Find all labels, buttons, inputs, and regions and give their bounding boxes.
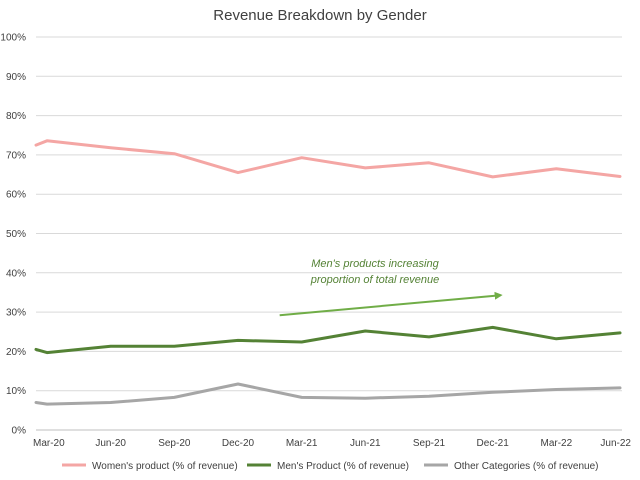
y-tick-label: 60%: [6, 190, 26, 201]
legend: Women's product (% of revenue) Men's Prod…: [62, 461, 599, 472]
series-lines: [34, 139, 622, 406]
x-tick-label: Jun-20: [95, 438, 126, 449]
legend-label-3: Other Categories (% of revenue): [454, 461, 599, 472]
x-tick-label: Dec-20: [222, 438, 255, 449]
annotation: Men's products increasing proportion of …: [279, 258, 503, 317]
x-tick-label: Jun-21: [350, 438, 381, 449]
y-tick-label: 10%: [6, 386, 26, 397]
y-tick-label: 100%: [0, 33, 26, 44]
y-tick-label: 0%: [12, 426, 27, 437]
y-tick-label: 20%: [6, 347, 26, 358]
chart-title: Revenue Breakdown by Gender: [213, 7, 426, 24]
gridlines: [36, 36, 622, 431]
series-line-1: [34, 139, 622, 179]
y-tick-label: 30%: [6, 308, 26, 319]
y-tick-label: 90%: [6, 72, 26, 83]
y-tick-label: 80%: [6, 111, 26, 122]
x-tick-label: Mar-22: [540, 438, 572, 449]
x-tick-label: Mar-21: [286, 438, 318, 449]
y-tick-label: 70%: [6, 150, 26, 161]
series-line-3: [34, 382, 622, 406]
annotation-line-2: proportion of total revenue: [310, 274, 439, 286]
x-tick-label: Jun-22: [600, 438, 631, 449]
x-tick-label: Sep-21: [413, 438, 446, 449]
annotation-line-1: Men's products increasing: [311, 258, 439, 270]
y-axis-ticks: 0% 10% 20% 30% 40% 50% 60% 70% 80% 90% 100%: [0, 33, 26, 437]
legend-label-2: Men's Product (% of revenue): [277, 461, 409, 472]
x-axis-ticks: Mar-20 Jun-20 Sep-20 Dec-20 Mar-21 Jun-21 Sep-…: [33, 438, 631, 449]
x-tick-label: Sep-20: [158, 438, 191, 449]
y-tick-label: 50%: [6, 229, 26, 240]
series-line-2: [34, 325, 622, 355]
x-tick-label: Mar-20: [33, 438, 65, 449]
y-tick-label: 40%: [6, 268, 26, 279]
x-tick-label: Dec-21: [477, 438, 510, 449]
legend-label-1: Women's product (% of revenue): [92, 461, 238, 472]
annotation-arrow: [279, 291, 503, 317]
